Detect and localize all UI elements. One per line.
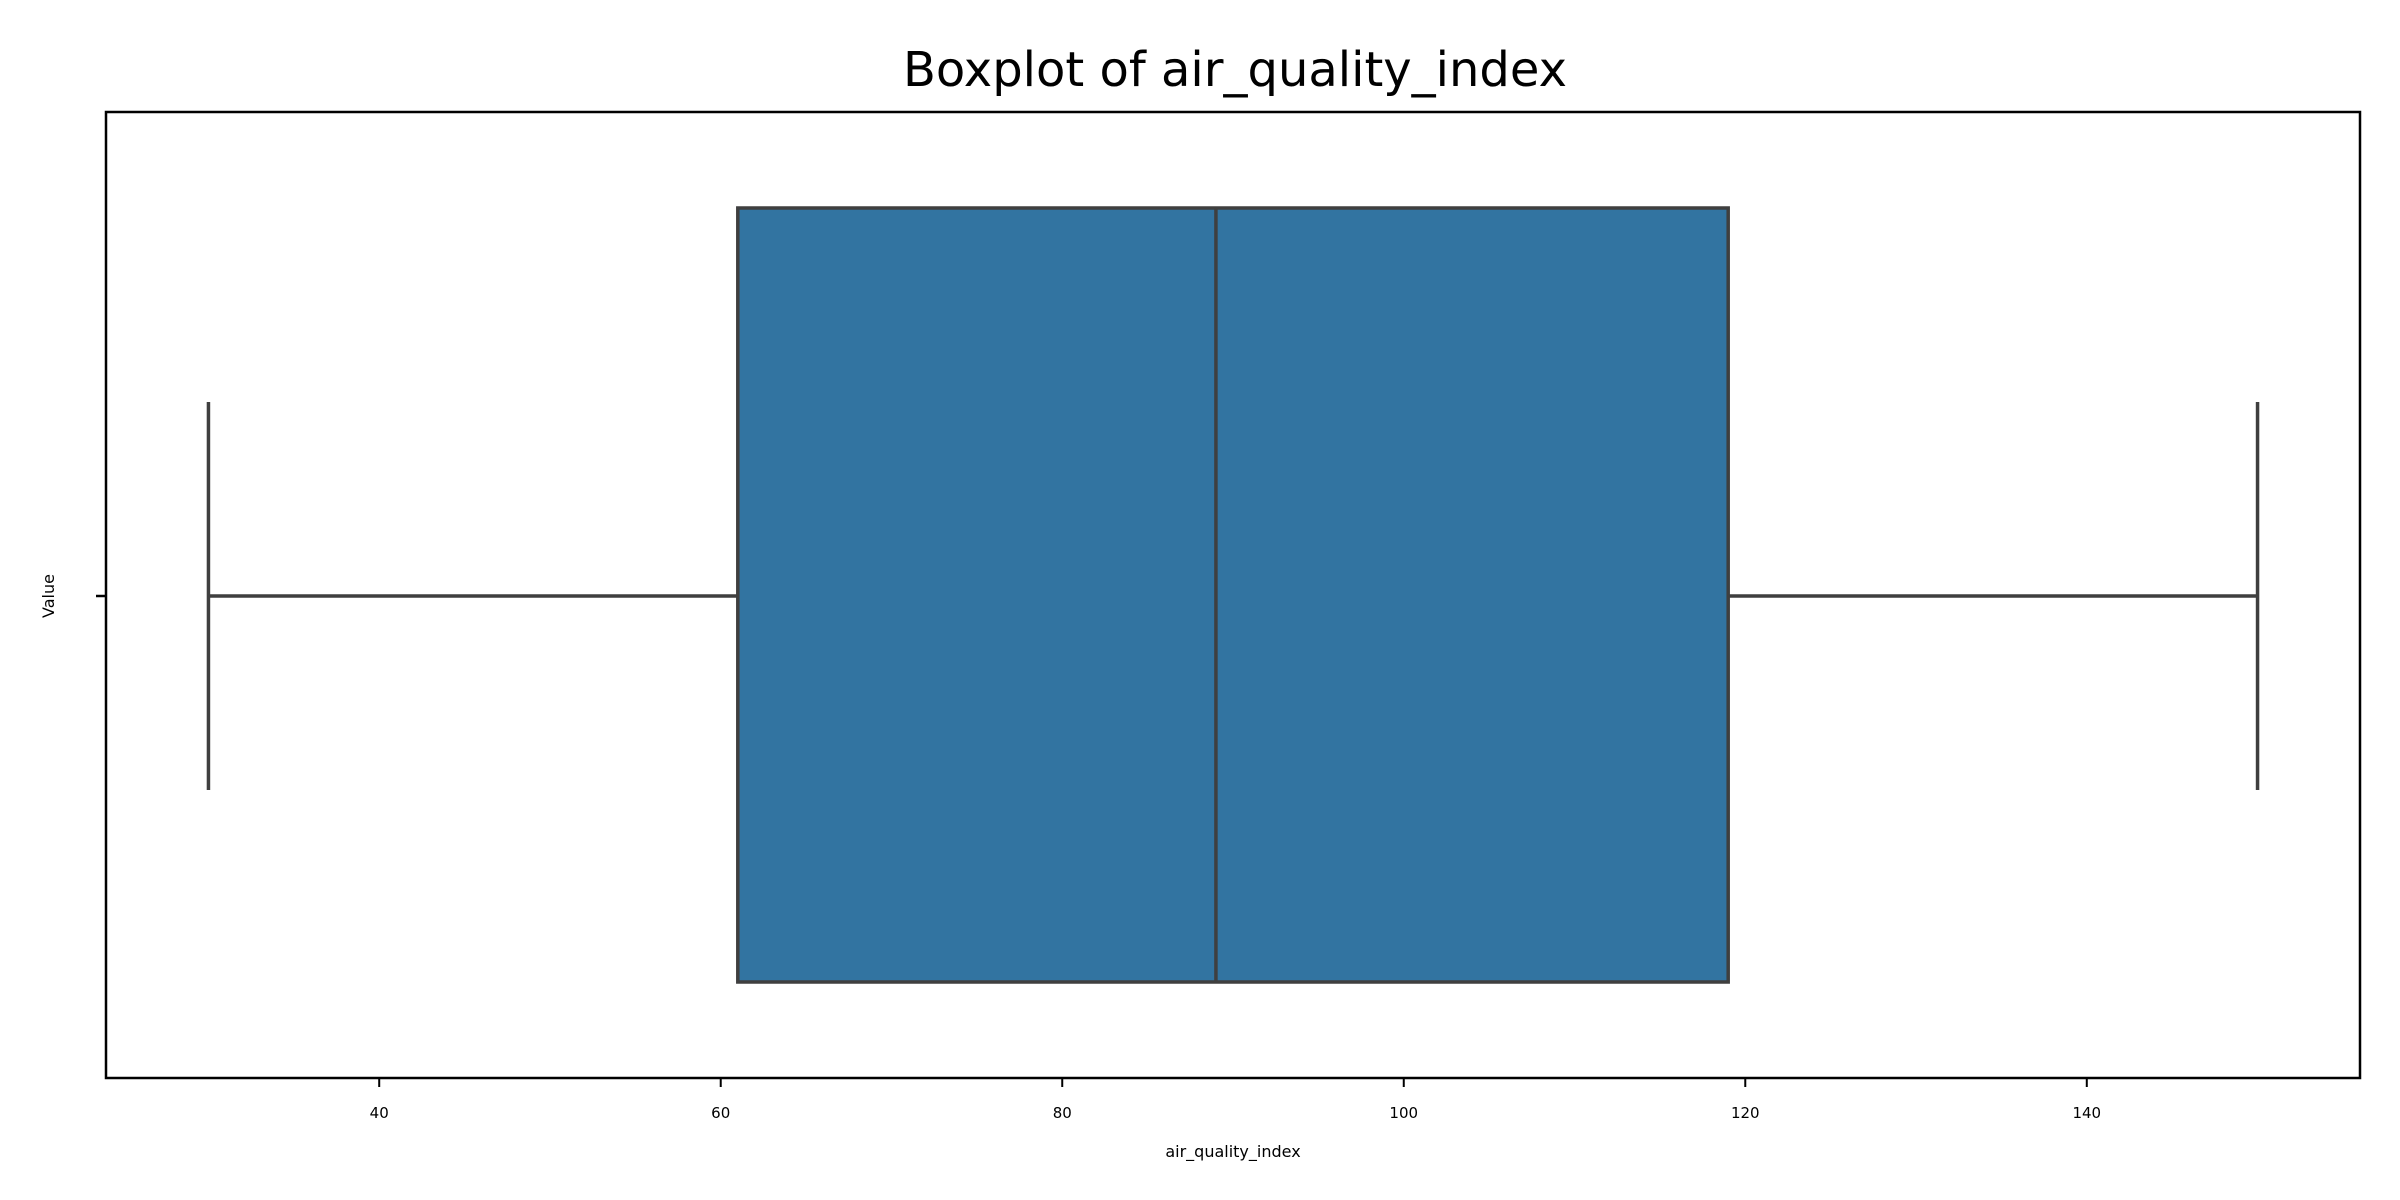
x-tick-label: 80 xyxy=(1053,1104,1072,1122)
y-axis-label: Value xyxy=(39,574,58,618)
x-tick-label: 140 xyxy=(2072,1104,2101,1122)
box-group xyxy=(206,206,2260,984)
x-tick-label: 120 xyxy=(1731,1104,1760,1122)
x-axis-label: air_quality_index xyxy=(1165,1142,1300,1162)
chart-title: Boxplot of air_quality_index xyxy=(903,42,1567,98)
iqr-box xyxy=(736,206,1730,984)
x-tick-label: 40 xyxy=(370,1104,389,1122)
x-tick-label: 100 xyxy=(1389,1104,1418,1122)
x-axis-ticks: 40 60 80 100 120 140 xyxy=(370,1078,2101,1122)
x-tick-label: 60 xyxy=(711,1104,730,1122)
